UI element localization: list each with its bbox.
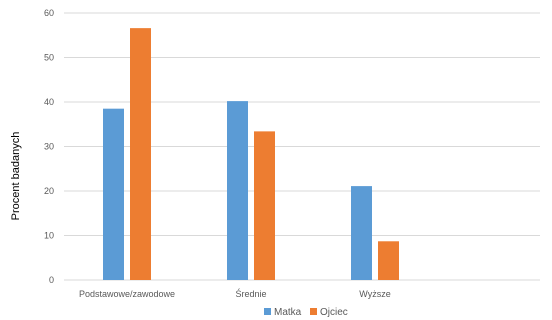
y-tick-label: 20: [44, 186, 54, 196]
legend-label-ojciec: Ojciec: [320, 307, 348, 318]
y-axis-title: Procent badanych: [10, 132, 22, 221]
bar-matka-1: [103, 108, 124, 280]
category-labels: Podstawowe/zawodowe Średnie Wyższe: [79, 288, 391, 299]
legend-swatch-matka: [264, 308, 271, 315]
legend: Matka Ojciec: [264, 307, 348, 318]
category-label: Średnie: [235, 288, 266, 299]
bar-ojciec-3: [378, 241, 399, 280]
bar-ojciec-1: [130, 28, 151, 280]
bar-ojciec-2: [254, 131, 275, 280]
y-tick-label: 50: [44, 53, 54, 63]
y-tick-label: 40: [44, 97, 54, 107]
bar-matka-2: [227, 101, 248, 280]
bar-matka-3: [351, 186, 372, 280]
y-tick-labels: 0 10 20 30 40 50 60: [44, 8, 54, 285]
y-tick-label: 0: [49, 275, 54, 285]
y-tick-label: 30: [44, 142, 54, 152]
category-label: Wyższe: [359, 289, 390, 299]
y-tick-label: 60: [44, 8, 54, 18]
legend-label-matka: Matka: [274, 307, 302, 318]
category-label: Podstawowe/zawodowe: [79, 289, 175, 299]
y-tick-label: 10: [44, 231, 54, 241]
bars: [103, 28, 399, 280]
legend-swatch-ojciec: [310, 308, 317, 315]
